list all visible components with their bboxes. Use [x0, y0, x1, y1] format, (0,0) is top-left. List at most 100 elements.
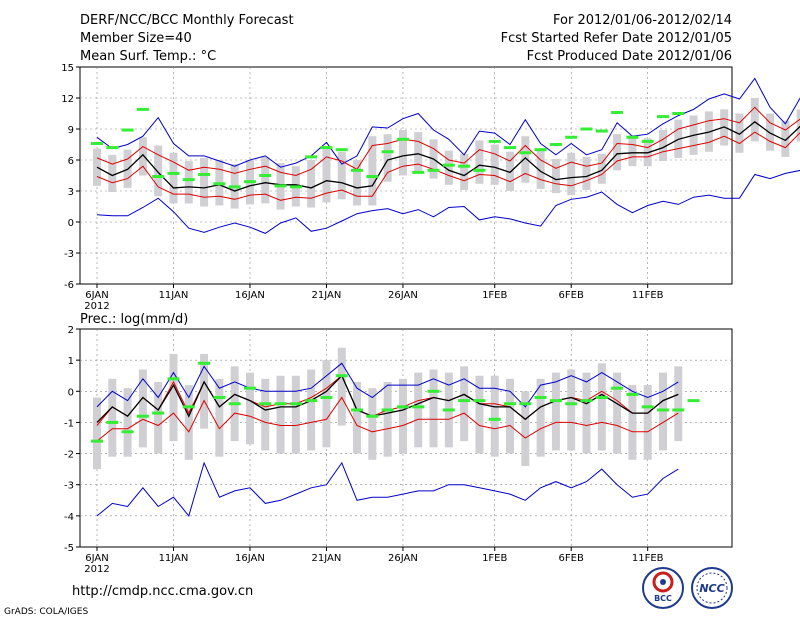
temp-observed-mark: [427, 168, 440, 172]
prec-range-bar: [597, 363, 606, 451]
temp-range-bar: [108, 154, 117, 193]
prec-ytick-label: -5: [64, 543, 74, 554]
prec-range-bar: [643, 385, 652, 460]
prec-observed-mark: [458, 399, 471, 403]
prec-range-bar: [261, 378, 270, 451]
prec-range-bar: [658, 372, 667, 451]
figure-title: DERF/NCC/BCC Monthly Forecast: [80, 13, 294, 28]
prec-range-bar: [154, 381, 163, 454]
prec-ytick-label: -4: [64, 512, 74, 523]
temperature-panel: -6 -3 0 3 6 9 12 15 6JAN 11JAN 16JAN 21JAN 26JAN 1FEB…: [61, 63, 800, 312]
prec-observed-mark: [396, 405, 409, 409]
temp-range-bar: [200, 157, 209, 207]
temp-xtick-label: 16JAN: [235, 290, 265, 301]
prec-xtick-label: 26JAN: [388, 553, 418, 564]
prec-observed-mark: [213, 396, 226, 400]
fcst-started-date: Fcst Started Refer Date 2012/01/05: [501, 31, 732, 46]
prec-range-bar: [108, 378, 117, 457]
ncc-logo-text: NCC: [699, 582, 724, 595]
prec-range-bar: [475, 375, 484, 454]
temp-observed-mark: [656, 115, 669, 119]
temp-ytick-label: 0: [68, 218, 74, 229]
prec-range-bar: [490, 375, 499, 457]
member-size: Member Size=40: [80, 31, 192, 46]
temp-range-bar: [322, 147, 331, 203]
prec-range-bar: [200, 353, 209, 429]
prec-xtick-label: 11FEB: [632, 553, 664, 564]
temp-observed-mark: [182, 178, 195, 182]
prec-observed-mark: [565, 402, 578, 406]
temp-range-bar: [796, 109, 800, 142]
prec-range-bar: [138, 369, 147, 448]
prec-range-bar: [414, 372, 423, 448]
prec-observed-mark: [305, 399, 318, 403]
prec-range-bar: [353, 381, 362, 454]
prec-observed-mark: [366, 414, 379, 418]
temp-range-bar: [169, 152, 178, 204]
prec-observed-mark: [243, 386, 256, 390]
bcc-logo-ring: [642, 567, 684, 609]
prec-observed-mark: [198, 361, 211, 365]
prec-range-bar: [184, 385, 193, 460]
forecast-period: For 2012/01/06-2012/02/14: [553, 13, 732, 28]
prec-range-bar: [337, 347, 346, 426]
prec-range-bar: [383, 381, 392, 457]
temp-xtick-label: 11FEB: [632, 290, 664, 301]
temp-observed-mark: [91, 141, 103, 145]
prec-range-bar: [567, 369, 576, 451]
ncc-logo-inner-ring: [696, 572, 728, 604]
prec-range-bar: [613, 372, 622, 454]
temp-observed-mark: [289, 185, 302, 189]
source-url: http://cmdp.ncc.cma.gov.cn: [72, 584, 253, 599]
temp-range-bar: [184, 161, 193, 204]
temp-observed-mark: [305, 155, 318, 159]
prec-year-label: 2012: [84, 564, 109, 575]
temp-observed-mark: [641, 139, 654, 143]
temp-range-bar: [337, 151, 346, 200]
temp-observed-mark: [259, 174, 272, 177]
prec-range-bar: [291, 375, 300, 454]
temp-range-bar: [521, 136, 530, 183]
temp-range-bar: [460, 153, 469, 190]
temp-ytick-label: -6: [64, 280, 74, 291]
temp-ytick-label: 3: [68, 187, 74, 198]
prec-observed-mark: [442, 408, 455, 412]
temp-observed-mark: [320, 146, 333, 150]
prec-observed-mark: [152, 411, 165, 415]
prec-series-lower-line: [96, 396, 679, 442]
prec-ytick-label: 2: [68, 325, 74, 336]
temp-observed-mark: [565, 135, 578, 139]
temp-range-bar: [353, 160, 362, 206]
temp-range-bar: [383, 134, 392, 182]
prec-range-bar: [245, 372, 254, 445]
prec-observed-mark: [534, 396, 547, 400]
temp-range-bar: [735, 113, 744, 153]
temp-series-lower-line: [96, 131, 800, 201]
prec-range-bar: [460, 366, 469, 442]
temp-observed-mark: [335, 148, 348, 152]
temp-range-bar: [506, 151, 515, 191]
temp-observed-mark: [274, 184, 287, 188]
prec-observed-mark: [412, 405, 425, 409]
prec-observed-mark: [351, 408, 364, 412]
temp-observed-mark: [351, 168, 364, 172]
temp-observed-mark: [228, 185, 241, 189]
prec-series-min-line: [96, 461, 679, 517]
temp-range-bar: [613, 134, 622, 171]
temp-observed-mark: [611, 110, 624, 114]
prec-observed-mark: [121, 430, 134, 434]
temp-observed-mark: [243, 180, 256, 184]
temp-chart-title: Mean Surf. Temp.: °C: [80, 49, 216, 64]
bcc-logo: BCC: [642, 567, 684, 609]
temp-observed-mark: [473, 168, 486, 172]
temp-observed-mark: [213, 182, 226, 186]
prec-ytick-label: 0: [68, 387, 74, 398]
ncc-logo-ring: [691, 567, 733, 609]
temp-range-bar: [567, 152, 576, 196]
temp-range-bar: [444, 150, 453, 185]
prec-observed-mark: [289, 402, 302, 406]
temp-ytick-label: -3: [64, 249, 74, 260]
fcst-produced-date: Fcst Produced Date 2012/01/06: [527, 49, 732, 64]
